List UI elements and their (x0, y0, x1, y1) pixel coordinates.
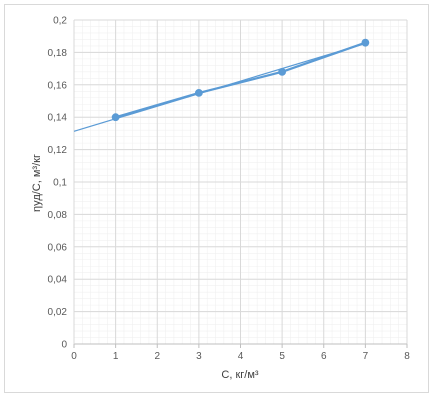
y-tick-label: 0,02 (48, 307, 68, 318)
data-point (195, 90, 202, 97)
x-axis-title: C, кг/м³ (221, 369, 258, 381)
data-point (279, 68, 286, 75)
x-tick-label: 4 (238, 351, 244, 362)
y-axis-title: ηуд/C, м³/кг (31, 154, 43, 212)
y-tick-label: 0,04 (48, 275, 68, 286)
x-tick-label: 2 (154, 351, 160, 362)
y-tick-label: 0,1 (53, 178, 67, 189)
x-tick-label: 8 (404, 351, 410, 362)
x-tick-label: 0 (71, 351, 77, 362)
data-point (112, 114, 119, 121)
y-tick-label: 0,16 (48, 80, 68, 91)
x-tick-label: 3 (196, 351, 202, 362)
y-tick-label: 0 (61, 340, 67, 351)
data-point (362, 39, 369, 46)
y-tick-label: 0,2 (53, 16, 67, 27)
y-tick-label: 0,12 (48, 145, 68, 156)
y-tick-label: 0,18 (48, 48, 68, 59)
y-tick-label: 0,06 (48, 242, 68, 253)
y-tick-label: 0,14 (48, 113, 68, 124)
x-tick-label: 1 (113, 351, 119, 362)
x-tick-label: 7 (363, 351, 369, 362)
x-tick-labels: 0 1 2 3 4 5 6 7 8 (71, 351, 410, 362)
y-tick-labels: 0 0,02 0,04 0,06 0,08 0,1 0,12 0,14 0,16 0,18 0,2 (48, 16, 68, 351)
y-tick-label: 0,08 (48, 210, 68, 221)
x-tick-label: 6 (321, 351, 327, 362)
x-tick-label: 5 (279, 351, 285, 362)
